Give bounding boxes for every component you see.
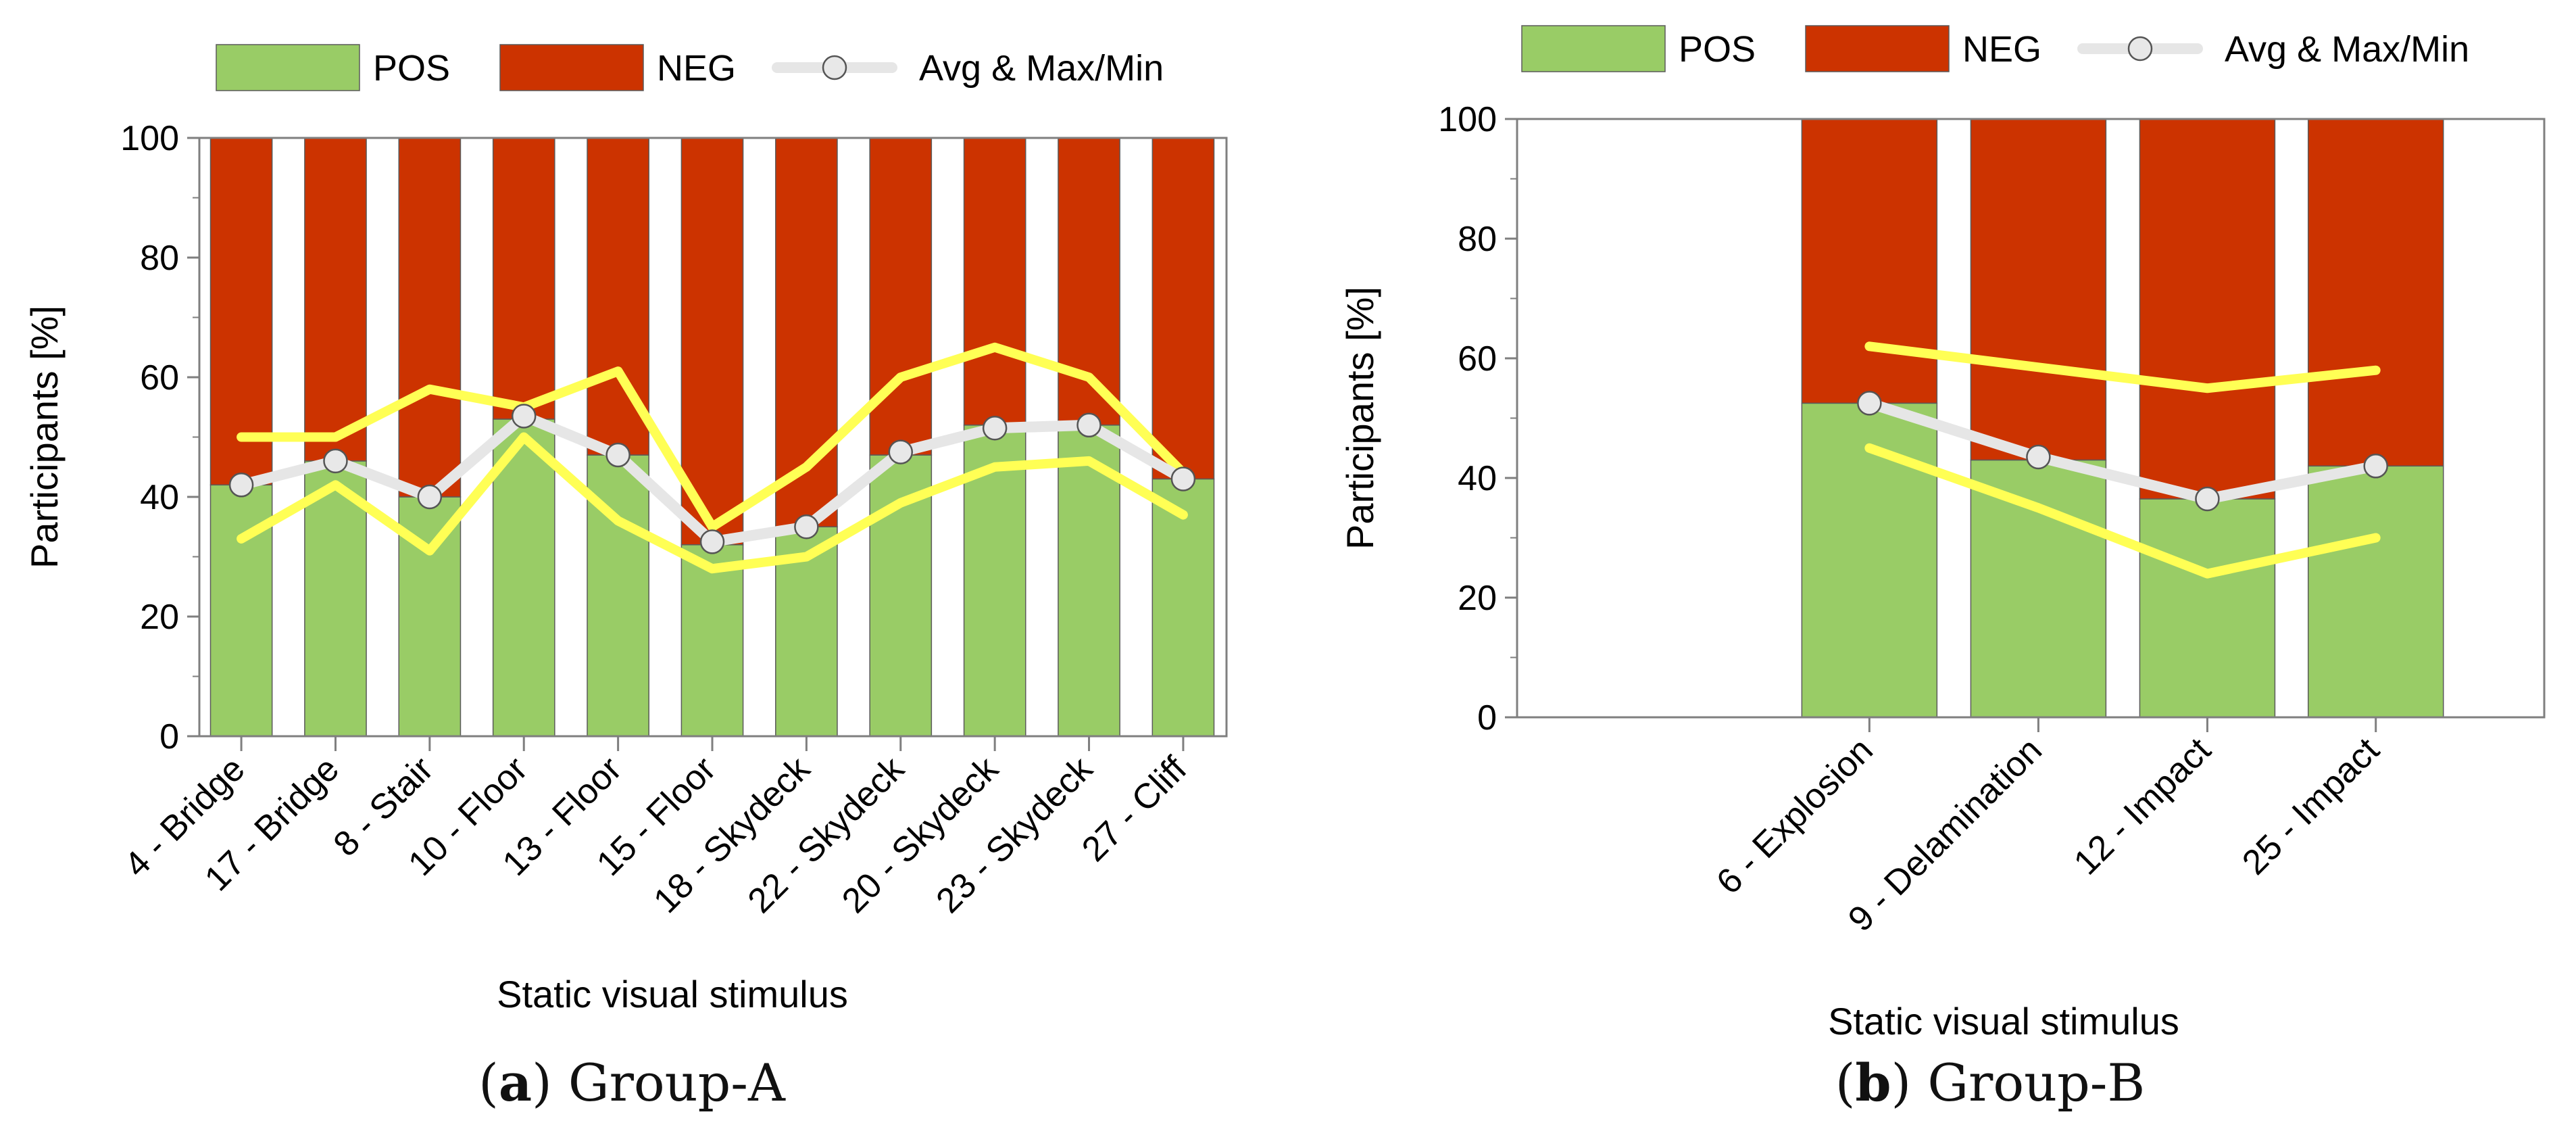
- x-tick-label: 6 - Explosion: [1709, 730, 1881, 902]
- legend: POS NEG Avg & Max/Min: [1521, 25, 2469, 72]
- avg-marker: [1857, 391, 1882, 416]
- y-tick-label: 100: [120, 119, 179, 158]
- panel-caption: (a) Group-A: [478, 1053, 786, 1113]
- legend-label-line: Avg & Max/Min: [2225, 29, 2469, 70]
- legend-label-neg: NEG: [657, 48, 736, 89]
- legend-swatch-pos: [1521, 25, 1666, 72]
- avg-marker: [417, 484, 443, 510]
- y-tick-label: 0: [159, 717, 179, 756]
- y-tick-label: 40: [1458, 459, 1497, 498]
- y-tick-label: 80: [140, 239, 179, 278]
- x-axis-title: Static visual stimulus: [1828, 1000, 2179, 1042]
- legend-label-pos: POS: [1679, 29, 1756, 70]
- bar-neg: [680, 137, 744, 546]
- legend-marker-avg: [2127, 36, 2153, 62]
- avg-marker: [794, 514, 819, 539]
- caption-text: ) Group-A: [532, 1053, 786, 1113]
- bar-neg: [963, 137, 1026, 426]
- y-tick-label: 60: [140, 358, 179, 398]
- caption-text: ) Group-B: [1891, 1053, 2146, 1113]
- y-tick-label: 20: [1458, 579, 1497, 618]
- avg-marker: [1076, 412, 1101, 438]
- bar-pos: [680, 544, 744, 737]
- avg-marker: [511, 404, 537, 429]
- avg-marker: [699, 529, 725, 554]
- avg-marker: [888, 439, 914, 464]
- caption-paren-open: (: [478, 1053, 499, 1113]
- x-tick-label: 27 - Cliff: [1074, 749, 1195, 869]
- avg-marker: [982, 415, 1008, 441]
- legend: POS NEG Avg & Max/Min: [216, 44, 1164, 91]
- avg-marker: [2195, 486, 2220, 512]
- y-tick-label: 60: [1458, 339, 1497, 379]
- bar-neg: [304, 137, 367, 462]
- bar-neg: [1151, 137, 1215, 480]
- avg-marker: [228, 473, 254, 498]
- avg-marker: [2363, 454, 2388, 479]
- caption-letter: a: [499, 1053, 532, 1113]
- bar-neg: [492, 137, 555, 420]
- x-axis-title: Static visual stimulus: [497, 973, 848, 1015]
- x-tick-label: 12 - Impact: [2066, 730, 2219, 882]
- bar-pos: [2139, 498, 2276, 718]
- bar-neg: [2307, 118, 2444, 467]
- y-tick-label: 100: [1438, 100, 1497, 139]
- bar-pos: [1801, 402, 1938, 718]
- y-tick-label: 0: [1477, 698, 1497, 738]
- bar-neg: [1970, 118, 2107, 461]
- y-axis-title: Participants [%]: [23, 306, 66, 569]
- legend-marker-avg: [822, 55, 847, 80]
- y-tick-label: 20: [140, 598, 179, 637]
- legend-swatch-neg: [499, 44, 644, 91]
- bar-pos: [1151, 478, 1215, 737]
- legend-swatch-pos: [216, 44, 360, 91]
- bar-neg: [1801, 118, 1938, 404]
- legend-swatch-neg: [1805, 25, 1950, 72]
- avg-marker: [605, 442, 630, 468]
- bar-pos: [492, 418, 555, 737]
- bar-pos: [1970, 459, 2107, 718]
- bar-neg: [398, 137, 462, 498]
- min-line: [1864, 443, 2381, 579]
- bar-neg: [869, 137, 933, 456]
- bar-pos: [2307, 465, 2444, 718]
- legend-label-pos: POS: [373, 48, 450, 89]
- avg-marker: [323, 448, 348, 474]
- max-line: [1864, 341, 2381, 393]
- bar-neg: [209, 137, 273, 486]
- max-line: [237, 342, 1188, 532]
- avg-marker: [1170, 466, 1196, 491]
- caption-letter: b: [1855, 1053, 1891, 1113]
- x-tick-label: 25 - Impact: [2235, 730, 2387, 882]
- y-axis-title: Participants [%]: [1339, 287, 1381, 550]
- legend-label-line: Avg & Max/Min: [919, 48, 1164, 89]
- avg-marker: [2026, 444, 2051, 470]
- y-tick-label: 40: [140, 478, 179, 517]
- min-line: [237, 432, 1188, 574]
- legend-label-neg: NEG: [1962, 29, 2041, 70]
- avg-line: [1864, 398, 2381, 504]
- y-tick-label: 80: [1458, 220, 1497, 259]
- panel-caption: (b) Group-B: [1835, 1053, 2146, 1113]
- bar-neg: [2139, 118, 2276, 500]
- caption-paren-open: (: [1835, 1053, 1856, 1113]
